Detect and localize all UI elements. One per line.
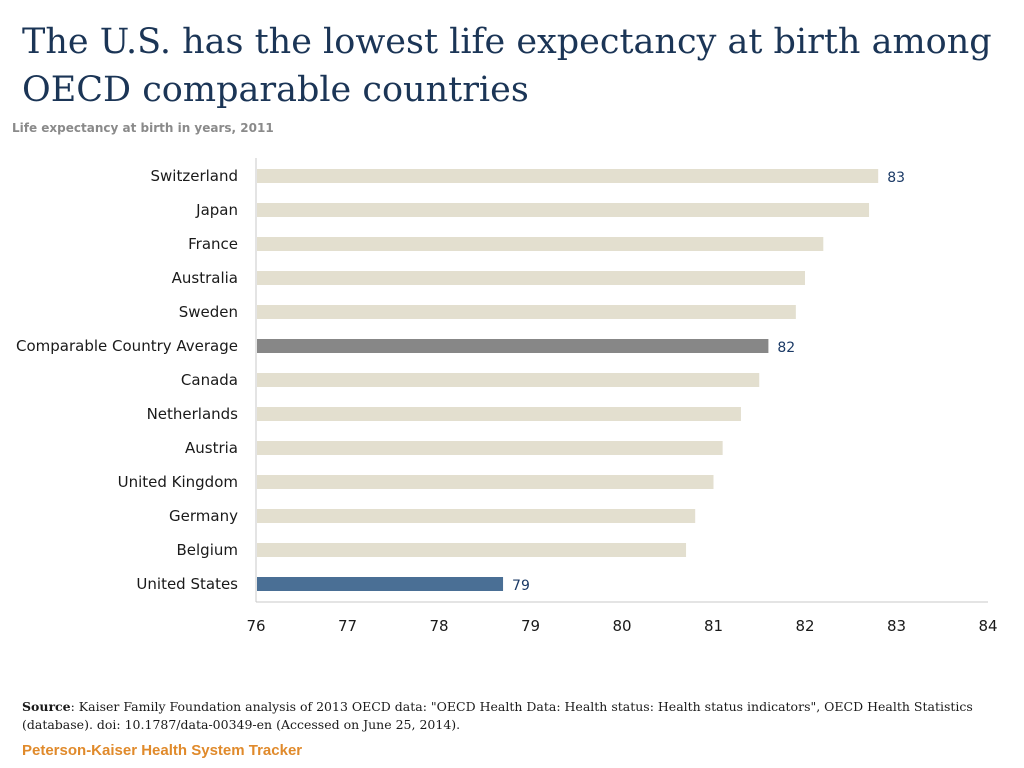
bar-united-kingdom: [257, 475, 714, 489]
category-label-netherlands: Netherlands: [147, 405, 239, 423]
category-label-austria: Austria: [185, 439, 238, 457]
category-label-switzerland: Switzerland: [151, 167, 239, 185]
category-label-japan: Japan: [195, 201, 238, 219]
bar-comparable-country-average: [257, 339, 769, 353]
bar-united-states: [257, 577, 504, 591]
x-tick-label-79: 79: [521, 617, 540, 635]
data-label-switzerland: 83: [887, 170, 905, 186]
x-tick-label-83: 83: [887, 617, 906, 635]
bar-chart: Switzerland 83 Japan France Australia Sweden C…: [16, 158, 998, 635]
x-tick-label-80: 80: [612, 617, 631, 635]
bar-austria: [257, 441, 723, 455]
x-tick-label-82: 82: [795, 617, 814, 635]
x-tick-label-77: 77: [338, 617, 357, 635]
x-tick-label-76: 76: [246, 617, 265, 635]
chart-subtitle: Life expectancy at birth in years, 2011: [12, 121, 274, 135]
bar-sweden: [257, 305, 796, 319]
bar-canada: [257, 373, 760, 387]
bar-australia: [257, 271, 805, 285]
bar-belgium: [257, 543, 687, 557]
category-label-australia: Australia: [172, 269, 238, 287]
x-tick-label-78: 78: [429, 617, 448, 635]
bar-france: [257, 237, 824, 251]
category-label-belgium: Belgium: [177, 541, 239, 559]
data-label-comparable-country-average: 82: [777, 340, 795, 356]
bar-netherlands: [257, 407, 741, 421]
x-tick-label-81: 81: [704, 617, 723, 635]
category-label-united-states: United States: [136, 575, 238, 593]
chart-title: The U.S. has the lowest life expectancy …: [22, 22, 992, 110]
source-note: Source: Kaiser Family Foundation analysi…: [22, 698, 982, 734]
bar-germany: [257, 509, 696, 523]
category-label-united-kingdom: United Kingdom: [118, 473, 238, 491]
category-label-germany: Germany: [169, 507, 238, 525]
source-text: : Kaiser Family Foundation analysis of 2…: [22, 699, 973, 732]
category-label-canada: Canada: [181, 371, 238, 389]
bar-switzerland: [257, 169, 879, 183]
x-tick-label-84: 84: [978, 617, 997, 635]
brand-logo-text: Peterson-Kaiser Health System Tracker: [22, 742, 303, 759]
data-label-united-states: 79: [512, 578, 530, 594]
category-label-france: France: [188, 235, 238, 253]
bar-japan: [257, 203, 870, 217]
source-label: Source: [22, 699, 71, 714]
category-label-sweden: Sweden: [179, 303, 238, 321]
category-label-comparable-country-average: Comparable Country Average: [16, 337, 238, 355]
